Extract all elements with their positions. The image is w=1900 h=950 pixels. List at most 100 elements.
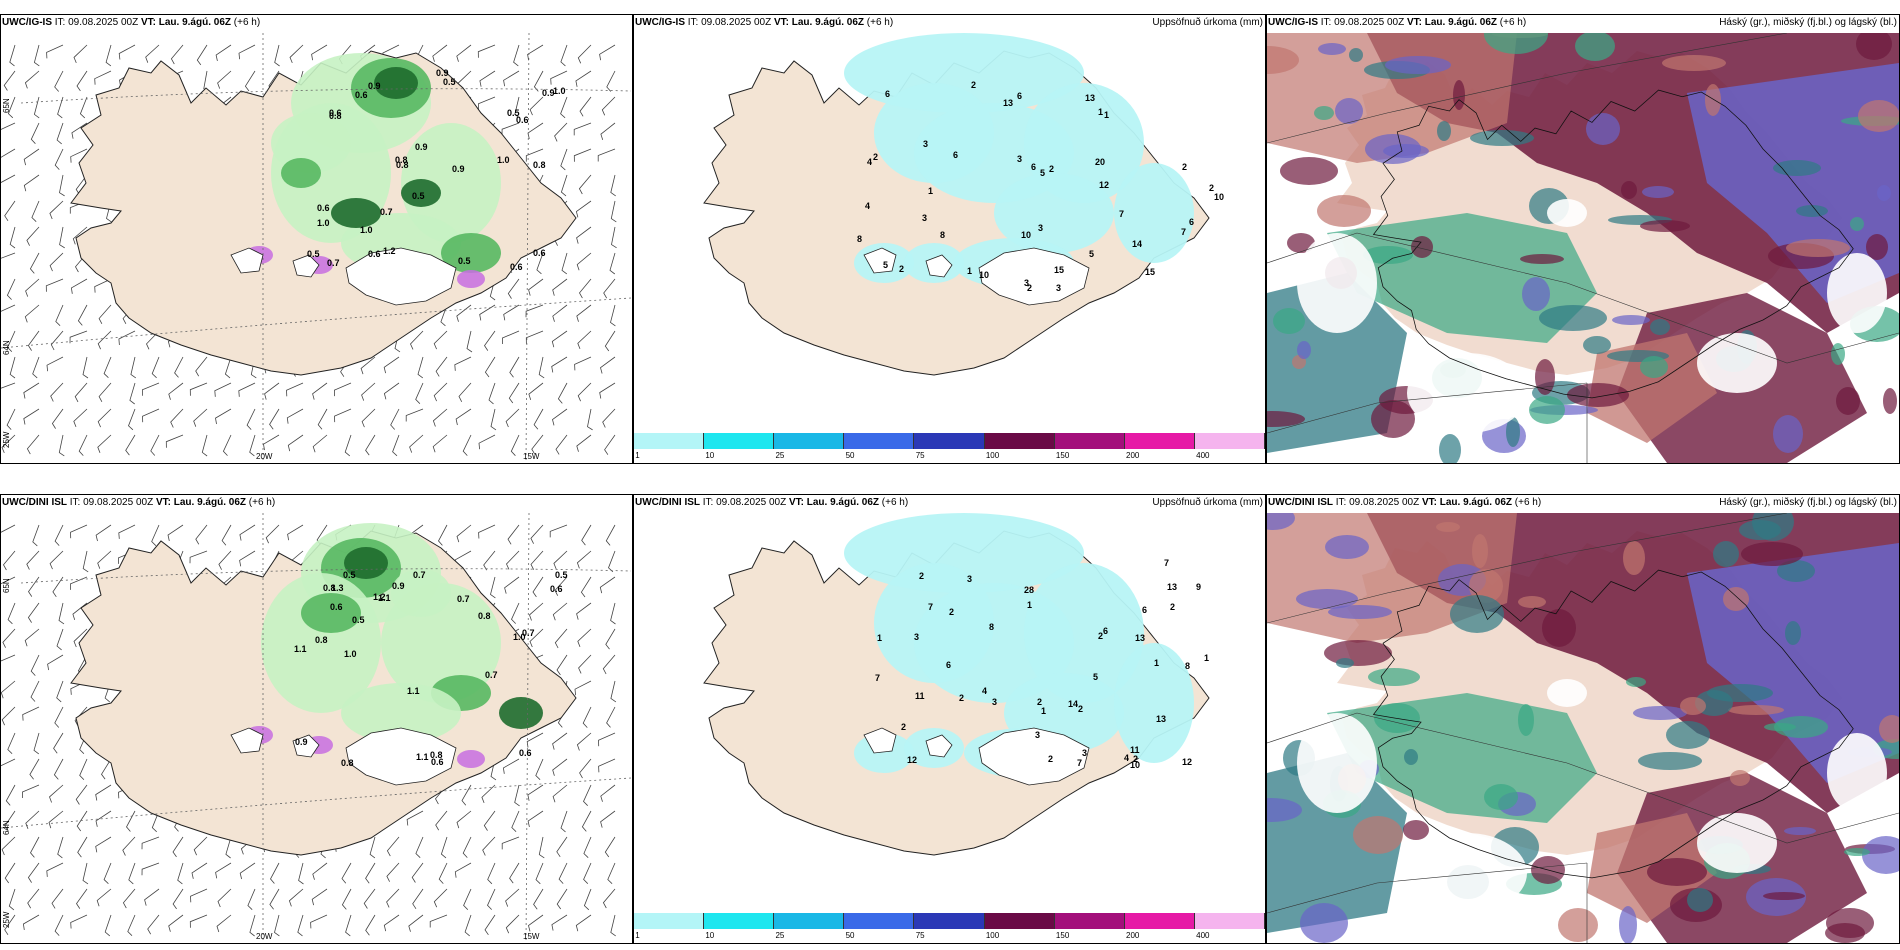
wind-barb (361, 382, 376, 401)
lon-line-right (525, 33, 530, 463)
cloud-patch (1317, 195, 1371, 227)
cloud-patch (1713, 541, 1739, 567)
precip-value-label: 3 (992, 697, 997, 707)
wind-barb (238, 382, 256, 397)
wind-barb (605, 524, 616, 546)
wind-barb (577, 382, 592, 402)
model-name: UWC/DINI ISL (635, 497, 700, 508)
cloud-patch (1723, 587, 1749, 611)
wind-barb (490, 576, 496, 599)
precip-value-label: 28 (1024, 585, 1034, 595)
cloud-patch (1318, 43, 1346, 55)
wind-barb (5, 784, 16, 806)
model-name: UWC/DINI ISL (1268, 497, 1333, 508)
wind-barb (580, 576, 592, 598)
lon-label-right: 15W (523, 932, 540, 941)
lat-label-top: 65N (2, 578, 11, 593)
wind-value-label: 0.6 (317, 203, 330, 213)
wind-barb (600, 810, 616, 828)
wind-barb (602, 888, 616, 909)
precip-value-label: 14 (1068, 699, 1078, 709)
wind-barb (583, 784, 592, 806)
wind-barb (1, 654, 16, 662)
cloud-patch (1728, 705, 1784, 715)
wind-barb (579, 758, 592, 779)
colorbar-swatch (704, 913, 775, 929)
wind-barb (51, 888, 64, 909)
wind-value-label: 0.6 (368, 249, 381, 259)
model-name: UWC/IG-IS (635, 17, 685, 28)
cloud-patch (1484, 784, 1518, 810)
precip-title: Uppsöfnuð úrkoma (mm) (1152, 17, 1263, 28)
clear-gap (1827, 733, 1887, 813)
wind-barb (239, 524, 256, 541)
wind-barb (557, 382, 568, 404)
wind-barb (97, 550, 112, 569)
wind-barb (51, 408, 64, 429)
wind-barb (504, 576, 520, 594)
wind-barb (311, 888, 328, 906)
wind-barb (298, 862, 304, 885)
cloud-patch (1777, 560, 1815, 582)
rate-area (271, 113, 351, 173)
wind-barb (52, 576, 64, 598)
cloud-patch (1619, 906, 1637, 943)
precip-map: 1211612892874224332121313327762110211113… (703, 513, 1210, 856)
wind-barb (576, 602, 592, 620)
precip-value-label: 12 (1182, 757, 1192, 767)
wind-barb (196, 44, 208, 66)
precip-value-labels: 1211612892874224332121313327762110211113… (875, 558, 1209, 770)
vt-label: VT: (788, 497, 804, 508)
cloud-patch (1324, 640, 1392, 666)
clear-gap (1827, 253, 1887, 333)
cloud-patch (1436, 522, 1460, 532)
wind-barb (270, 862, 280, 884)
wind-barb (417, 356, 424, 379)
colorbar-ticks: 1 10 25 50 75 100 150 200 400 (634, 449, 1265, 463)
clear-gap (1407, 353, 1527, 433)
wind-barb (555, 434, 568, 455)
precip-value-label: 2 (1182, 162, 1187, 172)
wind-barb (552, 278, 568, 296)
cloud-patch (1640, 356, 1668, 378)
wind-barb (122, 836, 136, 856)
cloud-patch (1866, 234, 1888, 260)
wind-barb (238, 44, 256, 60)
wind-barb (341, 862, 352, 884)
wind-barb (70, 524, 88, 539)
wind-barb (54, 706, 64, 728)
wind-barb (96, 888, 112, 907)
wind-value-label: 0.7 (380, 207, 393, 217)
cloud-patch (1773, 415, 1803, 453)
rate-area (331, 198, 381, 228)
colorbar-tick-label: 100 (985, 931, 1000, 940)
colorbar-tick-label: 400 (1196, 931, 1210, 940)
wind-barb (369, 836, 376, 859)
wind-value-label: 0.5 (307, 249, 320, 259)
wind-barb (55, 304, 64, 326)
wind-barb (26, 226, 40, 246)
precip-value-label: 1 (877, 633, 882, 643)
it-label: IT: (1335, 497, 1347, 508)
wind-value-label: 0.5 (555, 570, 568, 580)
wind-barb (611, 226, 617, 249)
wind-barb (558, 862, 568, 884)
wind-barb (412, 888, 424, 910)
precip-value-label: 6 (1103, 626, 1108, 636)
wind-barb (530, 550, 544, 570)
colorbar-tick-label: 150 (1055, 451, 1070, 460)
wind-barb (27, 888, 40, 909)
wind-barb (26, 550, 40, 570)
wind-barb (438, 524, 448, 546)
wind-barb (75, 784, 88, 805)
wind-barb (1, 758, 16, 767)
wind-barb (488, 382, 496, 405)
wind-barb (365, 434, 376, 456)
wind-barb (514, 784, 520, 807)
wind-barb (604, 330, 616, 352)
wind-barb (27, 602, 40, 623)
colorbar-swatch (634, 433, 705, 449)
wind-barb (600, 122, 616, 141)
cloud-patch (1411, 236, 1433, 258)
